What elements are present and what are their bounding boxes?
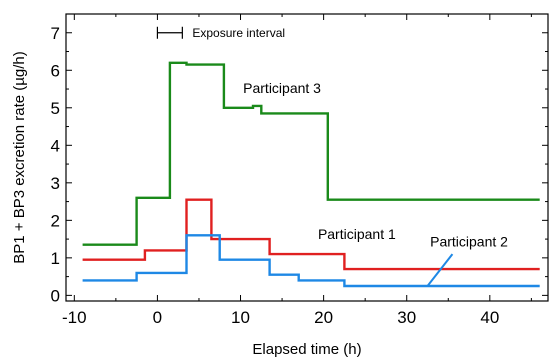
series-annotation: Participant 1 bbox=[318, 226, 396, 242]
series-annotation: Participant 3 bbox=[243, 80, 321, 96]
x-tick-label: -10 bbox=[62, 308, 87, 327]
x-tick-label: 40 bbox=[480, 308, 499, 327]
y-tick-label: 4 bbox=[51, 136, 60, 155]
x-axis-title: Elapsed time (h) bbox=[252, 341, 361, 358]
plot-frame bbox=[65, 13, 549, 302]
series-annotation: Participant 2 bbox=[430, 234, 508, 250]
series-line-participant-3 bbox=[82, 61, 540, 246]
series-group bbox=[82, 61, 540, 288]
y-axis-title: BP1 + BP3 excretion rate (µg/h) bbox=[11, 51, 28, 264]
exposure-interval-label: Exposure interval bbox=[192, 26, 285, 40]
y-tick-label: 6 bbox=[51, 61, 60, 80]
y-tick-label: 2 bbox=[51, 211, 60, 230]
series-line-participant-1 bbox=[82, 198, 540, 271]
y-tick-label: 1 bbox=[51, 249, 60, 268]
y-tick-label: 3 bbox=[51, 174, 60, 193]
x-tick-label: 30 bbox=[397, 308, 416, 327]
x-tick-label: 20 bbox=[314, 308, 333, 327]
y-tick-label: 7 bbox=[51, 24, 60, 43]
annotations: Exposure interval Participant 3 Participan… bbox=[156, 26, 508, 287]
x-tick-label: 10 bbox=[231, 308, 250, 327]
annotation-leader-line bbox=[426, 253, 454, 287]
x-tick-label: 0 bbox=[153, 308, 162, 327]
y-tick-label: 5 bbox=[51, 99, 60, 118]
series-line-participant-2 bbox=[82, 234, 540, 288]
y-tick-label: 0 bbox=[51, 286, 60, 305]
